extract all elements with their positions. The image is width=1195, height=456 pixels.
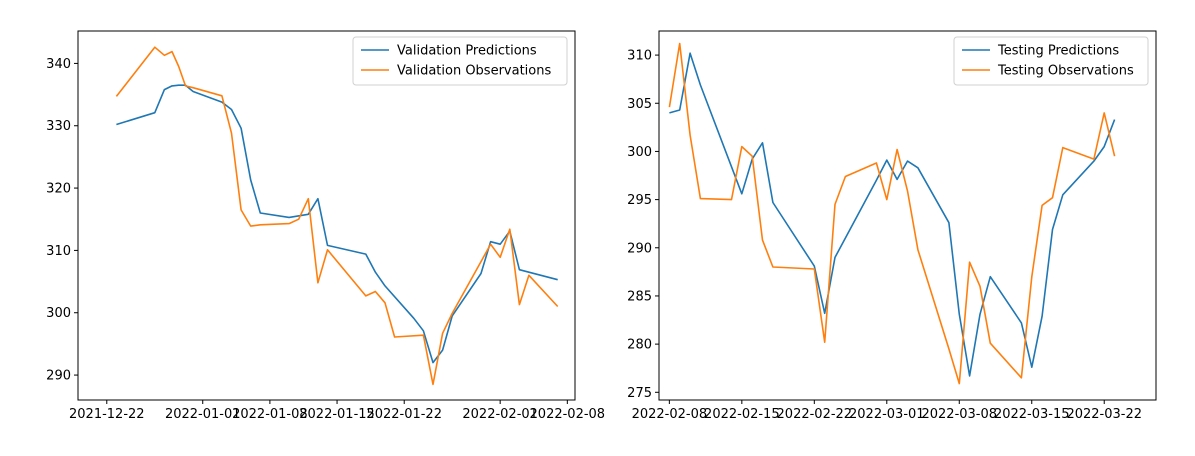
y-tick-label: 310	[46, 244, 71, 259]
legend-label: Validation Predictions	[397, 44, 537, 59]
legend-label: Testing Observations	[997, 64, 1134, 79]
legend-box	[953, 36, 1149, 86]
x-tick-label: 2022-01-01	[165, 407, 241, 422]
series-line-testing-observations	[668, 42, 1116, 385]
x-tick-label: 2022-01-22	[366, 407, 442, 422]
y-tick-label: 275	[627, 386, 652, 401]
x-tick-label: 2022-03-08	[921, 407, 997, 422]
y-tick-label: 280	[627, 338, 652, 353]
x-tick-label: 2022-02-22	[777, 407, 853, 422]
legend-label: Validation Observations	[397, 64, 551, 79]
series-line-validation-predictions	[116, 84, 558, 364]
y-tick-label: 320	[46, 182, 71, 197]
y-tick-label: 305	[627, 97, 652, 112]
x-tick-label: 2022-01-08	[232, 407, 308, 422]
y-tick-label: 330	[46, 119, 71, 134]
y-tick-label: 340	[46, 57, 71, 72]
x-tick-label: 2022-02-08	[530, 407, 606, 422]
legend: Testing Predictions Testing Observations	[953, 36, 1149, 86]
x-tick-label: 2022-03-22	[1066, 407, 1142, 422]
plot-frame	[658, 30, 1157, 401]
y-tick-label: 295	[627, 193, 652, 208]
legend-box	[352, 36, 568, 86]
x-tick-label: 2022-02-15	[704, 407, 780, 422]
y-tick-label: 290	[627, 241, 652, 256]
series-line-validation-observations	[115, 46, 559, 386]
series-line-testing-predictions	[669, 52, 1116, 377]
x-tick-label: 2022-01-15	[299, 407, 375, 422]
y-tick-label: 285	[627, 289, 652, 304]
x-tick-label: 2022-03-01	[849, 407, 925, 422]
x-tick-label: 2022-02-01	[462, 407, 538, 422]
plot-frame	[77, 30, 576, 401]
y-tick-label: 310	[627, 49, 652, 64]
x-tick-label: 2022-02-08	[632, 407, 708, 422]
y-tick-label: 300	[627, 145, 652, 160]
y-tick-label: 300	[46, 306, 71, 321]
x-tick-label: 2022-03-15	[994, 407, 1070, 422]
legend-label: Testing Predictions	[997, 44, 1119, 59]
chart-panel-2: 2752802852902953003053102022-02-082022-0…	[627, 30, 1157, 422]
y-tick-label: 290	[46, 369, 71, 384]
x-tick-label: 2021-12-22	[69, 407, 145, 422]
legend: Validation Predictions Validation Observa…	[352, 36, 568, 86]
